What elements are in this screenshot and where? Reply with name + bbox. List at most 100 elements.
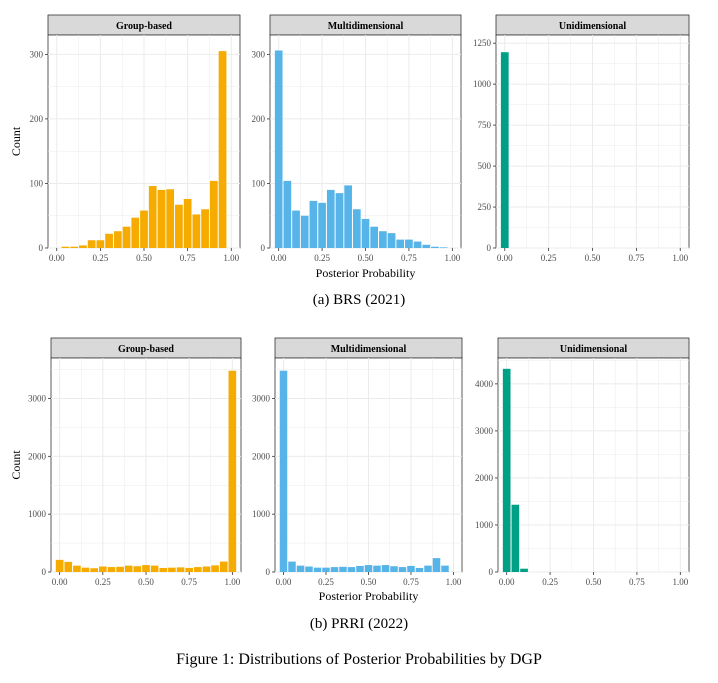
histogram-bar	[157, 189, 166, 248]
histogram-bar	[228, 370, 237, 572]
panel-title: Multidimensional	[331, 344, 407, 355]
histogram-bar	[159, 567, 168, 572]
histogram-bar	[390, 566, 398, 572]
subcaption-a: (a) BRS (2021)	[312, 292, 406, 308]
histogram-bar	[431, 246, 439, 248]
x-tick-label: 0.50	[138, 577, 154, 587]
histogram-bar	[309, 200, 318, 248]
x-tick-label: 1.00	[224, 577, 240, 587]
histogram-bar	[70, 246, 79, 248]
y-tick-label: 100	[30, 178, 44, 188]
x-tick-label: 0.25	[541, 253, 557, 263]
x-tick-label: 0.50	[358, 253, 374, 263]
histogram-bar	[150, 565, 159, 572]
histogram-bar	[292, 210, 300, 248]
histogram-bar	[105, 233, 113, 248]
y-tick-label: 4000	[475, 379, 494, 389]
histogram-bar	[379, 231, 387, 248]
histogram-bar	[113, 231, 122, 248]
x-tick-label: 0.75	[180, 253, 196, 263]
histogram-bar	[415, 567, 424, 572]
histogram-bar	[90, 568, 98, 572]
x-tick-label: 1.00	[446, 577, 462, 587]
y-tick-label: 0	[261, 243, 266, 253]
x-tick-label: 0.00	[271, 253, 287, 263]
histogram-bar	[344, 185, 352, 248]
histogram-bar	[356, 565, 364, 572]
panel-unidimensional: Unidimensional 0 250 500 750 1000 1250 0.00 0.25…	[473, 14, 690, 263]
x-tick-label: 0.50	[585, 253, 601, 263]
histogram-bar	[133, 566, 142, 572]
histogram-bar	[305, 566, 313, 572]
histogram-bar	[330, 567, 339, 572]
histogram-bar	[183, 198, 192, 248]
y-tick-label: 2000	[28, 451, 47, 461]
histogram-bar	[122, 226, 131, 248]
histogram-bar	[107, 567, 116, 572]
x-tick-label: 0.25	[95, 577, 111, 587]
x-tick-label: 1.00	[223, 253, 239, 263]
x-tick-label: 0.00	[276, 577, 292, 587]
histogram-bar	[55, 559, 64, 572]
y-tick-label: 100	[252, 178, 266, 188]
y-tick-label: 1250	[473, 38, 492, 48]
histogram-bar	[148, 186, 157, 248]
histogram-bar	[79, 245, 87, 248]
x-tick-label: 0.75	[629, 577, 645, 587]
histogram-bar	[502, 368, 511, 572]
y-axis-label: Count	[9, 450, 23, 480]
y-tick-label: 2000	[475, 473, 494, 483]
histogram-bar	[300, 215, 309, 248]
x-tick-label: 0.25	[318, 577, 334, 587]
y-tick-label: 500	[478, 161, 492, 171]
histogram-bar	[439, 247, 448, 248]
histogram-bar	[185, 567, 193, 572]
histogram-bar	[424, 565, 432, 572]
x-tick-label: 1.00	[444, 253, 460, 263]
histogram-bar	[81, 567, 90, 572]
histogram-bar	[370, 226, 379, 248]
histogram-bar	[61, 246, 70, 248]
y-tick-label: 3000	[28, 393, 47, 403]
y-tick-label: 0	[39, 243, 44, 253]
histogram-bar	[520, 568, 528, 572]
histogram-bar	[318, 202, 326, 248]
histogram-bar	[405, 239, 413, 248]
histogram-bar	[381, 565, 390, 572]
x-axis-label: Posterior Probability	[319, 589, 419, 603]
histogram-bar	[131, 217, 140, 248]
histogram-bar	[313, 567, 322, 572]
panel-multidimensional: Multidimensional 0 100 200 300 0.00 0.25 0.50 0.…	[252, 14, 462, 263]
histogram-bar	[335, 193, 344, 248]
chart-prri: Group-based 0 1000 2000 3000 0.00 0.25 0.50 0.75…	[9, 337, 690, 603]
histogram-bar	[361, 218, 370, 248]
histogram-bar	[192, 214, 201, 248]
y-tick-label: 1000	[28, 509, 47, 519]
x-tick-label: 1.00	[672, 253, 688, 263]
y-tick-label: 0	[42, 567, 47, 577]
histogram-bar	[288, 561, 296, 572]
histogram-bar	[352, 209, 361, 248]
y-tick-label: 0	[489, 567, 494, 577]
panel-title: Group-based	[116, 21, 172, 32]
histogram-bar	[99, 566, 107, 572]
histogram-bar	[339, 566, 347, 572]
y-tick-label: 300	[30, 49, 44, 59]
histogram-bar	[209, 180, 218, 248]
y-tick-label: 1000	[475, 520, 494, 530]
x-tick-label: 0.00	[49, 253, 65, 263]
y-tick-label: 3000	[252, 393, 271, 403]
histogram-bar	[124, 565, 133, 572]
x-tick-label: 0.75	[181, 577, 197, 587]
y-tick-label: 750	[478, 120, 492, 130]
subcaption-b: (b) PRRI (2022)	[309, 616, 409, 632]
histogram-bar	[396, 239, 405, 248]
histogram-bar	[87, 240, 96, 248]
chart-brs: Group-based 0 100 200 300 0.00 0.25 0.50 0.75 1.0…	[9, 14, 690, 280]
y-tick-label: 250	[478, 202, 492, 212]
histogram-bar	[413, 241, 422, 248]
histogram-bar	[322, 567, 330, 572]
x-tick-label: 0.25	[92, 253, 108, 263]
histogram-bar	[511, 504, 520, 572]
